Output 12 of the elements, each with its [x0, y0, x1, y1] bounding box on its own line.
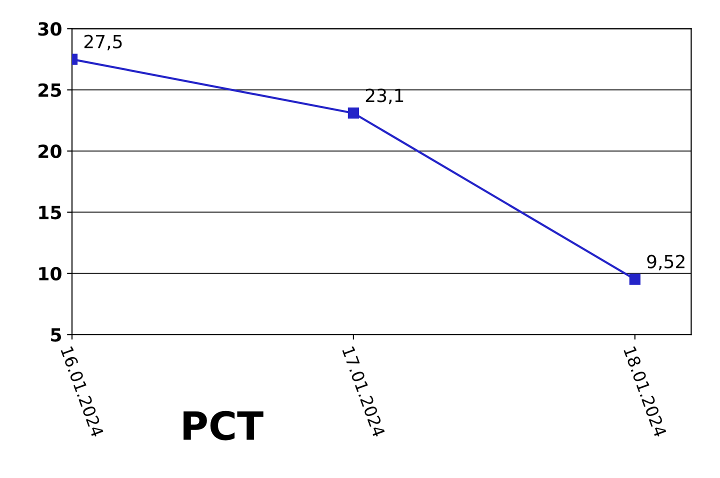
data-label: 27,5	[84, 34, 122, 50]
point	[348, 108, 360, 119]
data-label: 9,52	[647, 254, 684, 270]
point	[629, 274, 640, 285]
data-label: 23,1	[366, 88, 404, 104]
y-tick-label: 25	[38, 83, 62, 97]
y-tick-label: 10	[39, 266, 62, 281]
y-tick-label: 30	[38, 22, 62, 36]
y-tick-label: 5	[51, 328, 62, 342]
y-tick-label: 15	[39, 206, 62, 220]
y-tick-label: 20	[38, 144, 62, 158]
text: PCT	[184, 410, 264, 440]
